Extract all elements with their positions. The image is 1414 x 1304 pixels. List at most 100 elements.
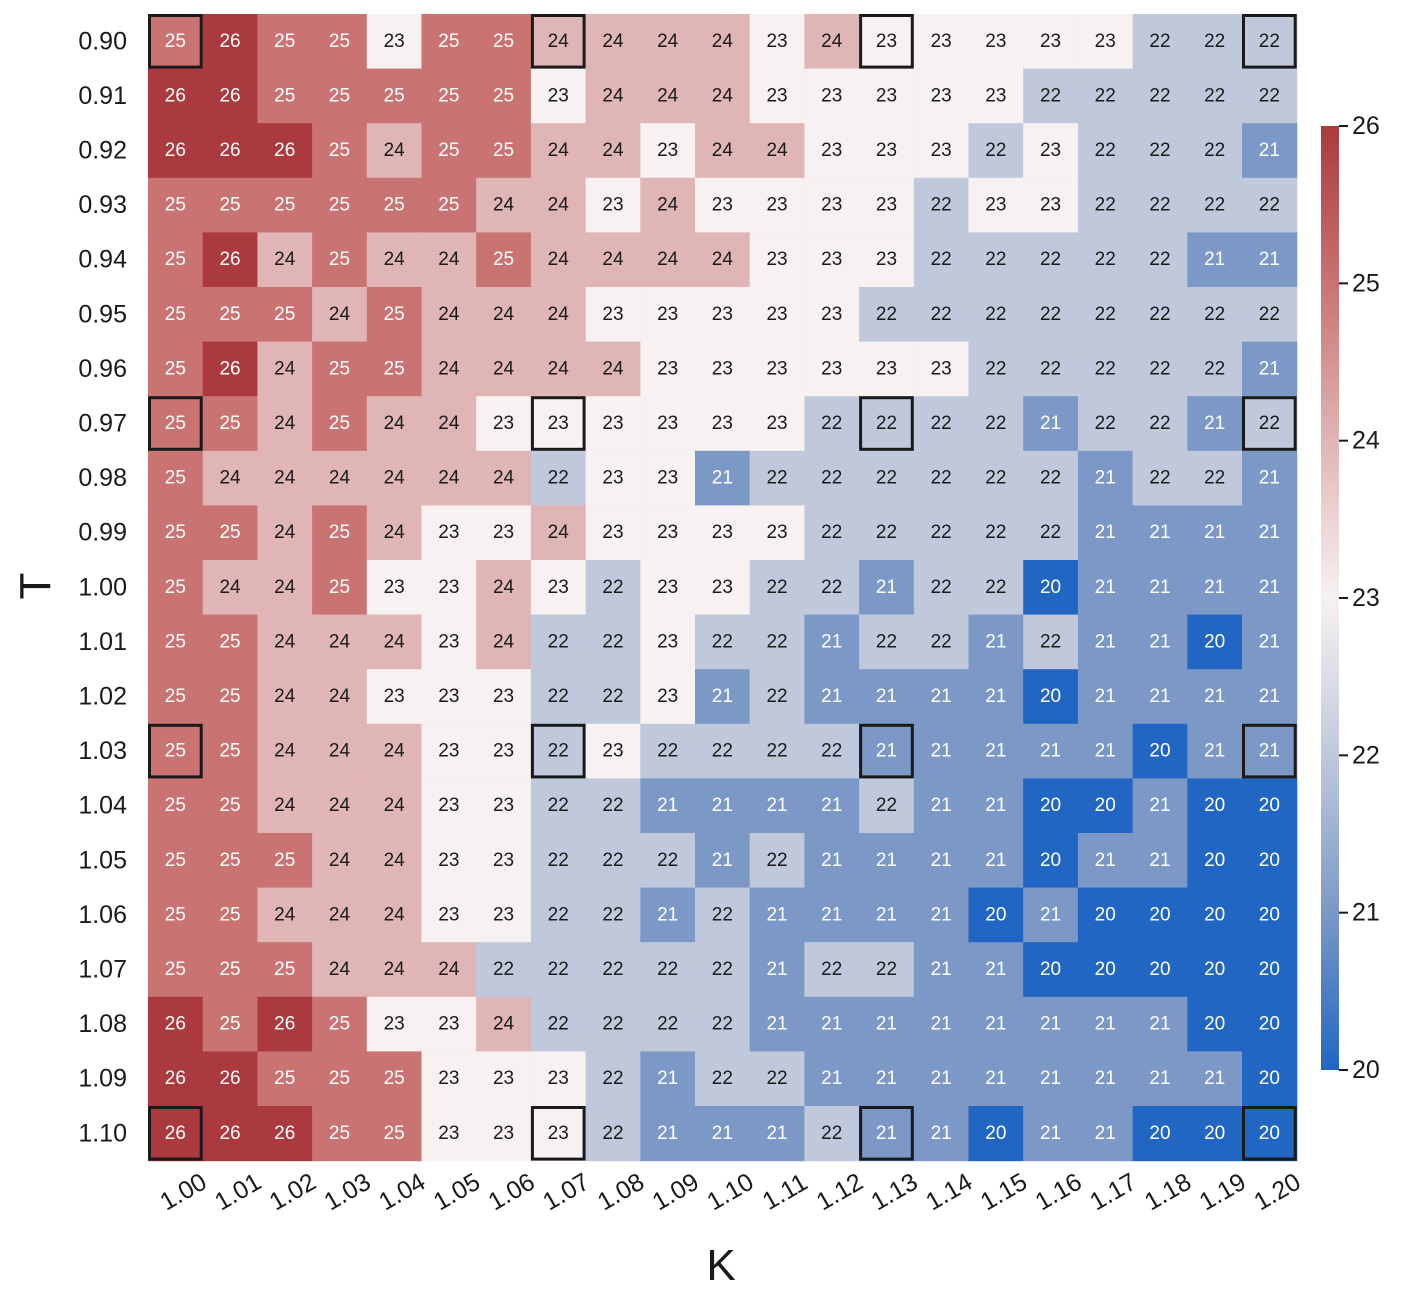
cell-value-label: 24 [274, 904, 296, 925]
y-tick-label: 1.09 [78, 1065, 127, 1093]
cell-value-label: 25 [493, 85, 514, 106]
cell-value-label: 21 [1149, 1068, 1170, 1089]
cell-value-label: 25 [165, 413, 186, 434]
heatmap-cell [1242, 68, 1298, 124]
cell-value-label: 20 [1259, 959, 1280, 980]
heatmap-cell [257, 1051, 313, 1107]
y-tick-label: 0.98 [78, 464, 127, 492]
cell-value-label: 21 [1040, 1123, 1061, 1144]
cell-value-label: 22 [602, 1123, 623, 1144]
cell-value-label: 26 [219, 1068, 240, 1089]
cell-value-label: 22 [657, 850, 678, 871]
heatmap-cell [1242, 14, 1298, 70]
heatmap-cell [804, 396, 860, 452]
cell-value-label: 22 [548, 741, 569, 762]
heatmap-cell [257, 505, 313, 561]
cell-value-label: 24 [329, 631, 351, 652]
cell-value-label: 25 [384, 304, 405, 325]
heatmap-cell [913, 942, 970, 998]
cell-value-label: 23 [931, 358, 952, 379]
x-tick-label: 1.20 [1249, 1168, 1305, 1217]
cell-value-label: 23 [712, 413, 733, 434]
heatmap-cell [695, 14, 751, 70]
heatmap-cell [585, 778, 641, 834]
cell-value-label: 23 [985, 195, 1006, 216]
heatmap-cell [968, 123, 1024, 179]
cell-value-label: 24 [329, 850, 351, 871]
heatmap-cell [476, 778, 532, 834]
heatmap-cell [913, 1051, 970, 1107]
heatmap-cell [202, 778, 258, 834]
cell-value-label: 25 [329, 31, 350, 52]
cell-value-label: 24 [384, 904, 406, 925]
cell-value-label: 24 [274, 741, 296, 762]
cell-value-label: 25 [329, 1014, 350, 1035]
cell-value-label: 21 [821, 686, 842, 707]
cell-value-label: 22 [931, 249, 952, 270]
cell-value-label: 20 [1204, 795, 1225, 816]
heatmap-cell [585, 833, 641, 889]
cell-value-label: 22 [931, 522, 952, 543]
heatmap-cell [749, 887, 805, 943]
heatmap-cell [804, 450, 860, 506]
heatmap-cell [1132, 450, 1188, 506]
heatmap-cell [804, 723, 860, 779]
highlight-box [148, 396, 203, 451]
y-tick-label: 0.91 [78, 82, 127, 110]
cell-value-label: 22 [985, 577, 1006, 598]
cell-value-label: 21 [766, 904, 787, 925]
heatmap-cell [913, 669, 970, 725]
cell-value-label: 21 [876, 850, 897, 871]
heatmap-cell [968, 887, 1024, 943]
cell-value-label: 21 [985, 1068, 1006, 1089]
heatmap-cell [148, 887, 204, 943]
heatmap-cell [695, 68, 751, 124]
cell-value-label: 24 [274, 686, 296, 707]
heatmap-cell [749, 505, 805, 561]
heatmap-cell [1023, 396, 1079, 452]
heatmap-cell [530, 68, 587, 124]
cell-value-label: 22 [1149, 358, 1170, 379]
cell-value-label: 24 [493, 468, 515, 489]
heatmap-cell [530, 123, 587, 179]
cell-value-label: 24 [274, 577, 296, 598]
cell-value-label: 24 [438, 959, 460, 980]
heatmap-cell [1077, 669, 1134, 725]
cell-value-label: 25 [329, 1068, 350, 1089]
cell-value-label: 22 [985, 358, 1006, 379]
heatmap-cell [1132, 14, 1188, 70]
cell-value-label: 21 [657, 795, 678, 816]
heatmap-cell [530, 341, 587, 397]
cell-value-label: 21 [1259, 686, 1280, 707]
cell-value-label: 22 [712, 741, 733, 762]
cell-value-label: 22 [602, 904, 623, 925]
heatmap-cell [585, 887, 641, 943]
heatmap-cell [1187, 723, 1243, 779]
cell-value-label: 23 [766, 195, 787, 216]
cell-value-label: 22 [1040, 85, 1061, 106]
cell-value-label: 21 [876, 741, 897, 762]
heatmap-cell [804, 341, 860, 397]
heatmap-cell [585, 450, 641, 506]
cell-value-label: 24 [493, 577, 515, 598]
heatmap-cell [1077, 778, 1134, 834]
heatmap-cell [476, 669, 532, 725]
cell-value-label: 22 [821, 468, 842, 489]
heatmap-cell [585, 396, 641, 452]
cell-value-label: 24 [274, 468, 296, 489]
cell-value-label: 25 [165, 195, 186, 216]
heatmap-cell [640, 450, 696, 506]
heatmap-cell [859, 287, 915, 343]
heatmap-cell [1132, 68, 1188, 124]
cell-value-label: 23 [931, 31, 952, 52]
cell-value-label: 22 [876, 522, 897, 543]
heatmap-cell [585, 723, 641, 779]
heatmap-cell [968, 68, 1024, 124]
cell-value-label: 21 [985, 959, 1006, 980]
heatmap-cell [640, 287, 696, 343]
heatmap-cell [695, 341, 751, 397]
highlight-box [148, 1106, 203, 1161]
cell-value-label: 21 [821, 1014, 842, 1035]
heatmap-cell [1132, 669, 1188, 725]
heatmap-cell [1023, 177, 1079, 233]
